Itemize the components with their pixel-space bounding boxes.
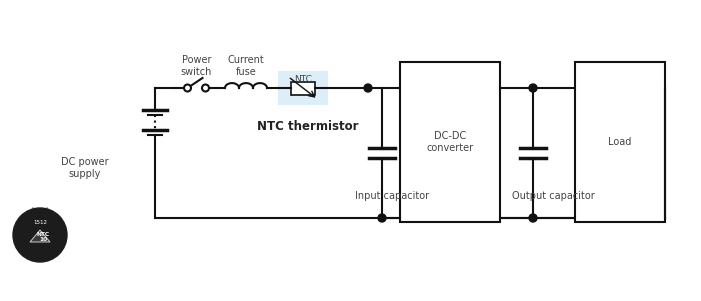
Text: Load: Load bbox=[608, 137, 632, 147]
Circle shape bbox=[13, 208, 67, 262]
Circle shape bbox=[184, 85, 191, 92]
Text: NTC
10: NTC 10 bbox=[36, 231, 50, 242]
Text: Current
fuse: Current fuse bbox=[228, 55, 264, 77]
Text: DC power
supply: DC power supply bbox=[61, 157, 109, 179]
Bar bbox=[575, 62, 665, 222]
Bar bbox=[400, 62, 500, 222]
Polygon shape bbox=[30, 230, 50, 242]
Text: NTC thermistor: NTC thermistor bbox=[257, 120, 359, 134]
Text: Input capacitor: Input capacitor bbox=[355, 191, 429, 201]
Bar bbox=[291, 82, 315, 95]
Text: Power
switch: Power switch bbox=[181, 55, 212, 77]
Bar bbox=[278, 71, 328, 105]
Circle shape bbox=[529, 214, 537, 222]
Text: NTC: NTC bbox=[294, 75, 312, 83]
Circle shape bbox=[202, 85, 209, 92]
Text: DC-DC
converter: DC-DC converter bbox=[426, 131, 474, 153]
Circle shape bbox=[364, 84, 372, 92]
Circle shape bbox=[529, 84, 537, 92]
Circle shape bbox=[378, 214, 386, 222]
Text: Output capacitor: Output capacitor bbox=[512, 191, 594, 201]
Text: 1512: 1512 bbox=[33, 221, 47, 225]
